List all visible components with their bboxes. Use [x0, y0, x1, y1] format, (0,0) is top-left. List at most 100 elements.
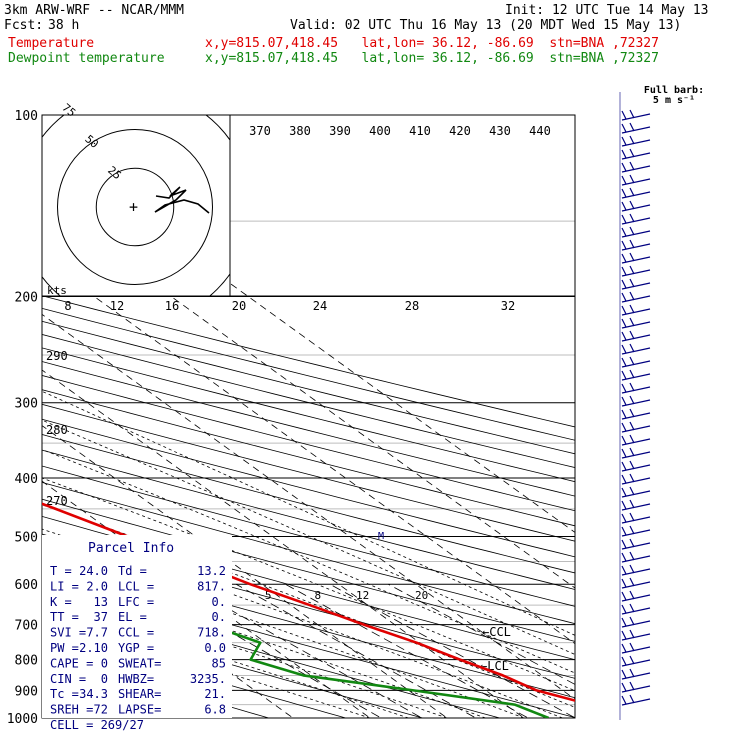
- wind-barb-feather: [621, 253, 627, 263]
- wind-barb-feather: [621, 214, 627, 224]
- wind-barb-feather: [621, 370, 627, 380]
- lcl-marker: ←LCL: [480, 659, 509, 673]
- mixing-ratio-label: 20: [415, 589, 428, 602]
- parcel-field-label: SVI =: [50, 626, 86, 640]
- parcel-field-label: Tc =: [50, 687, 79, 701]
- dry-adiabat-line: [42, 465, 575, 607]
- wind-barb-feather: [629, 668, 635, 678]
- parcel-field-value: 0.: [212, 595, 226, 609]
- parcel-field-label: YGP =: [118, 641, 154, 655]
- wind-barb: [621, 126, 651, 134]
- pressure-label: 300: [15, 397, 38, 412]
- parcel-field-value: 13: [94, 595, 108, 609]
- wind-barb-feather: [621, 188, 627, 198]
- wind-barb-feather: [629, 473, 635, 483]
- dewpoint-location: x,y=815.07,418.45 lat,lon= 36.12, -86.69…: [205, 51, 659, 66]
- wind-barb: [621, 620, 651, 628]
- hodograph-speed-label: 8: [64, 299, 71, 313]
- wind-barb: [621, 334, 651, 342]
- wind-barb-feather: [621, 448, 627, 458]
- dry-adiabat-line: [42, 515, 575, 661]
- parcel-field-label: LAPSE=: [118, 703, 161, 717]
- wind-barb-feather: [621, 318, 627, 328]
- wind-barb-feather: [629, 161, 635, 171]
- temperature-trace: [42, 502, 575, 702]
- wind-barb-feather: [629, 200, 635, 210]
- wind-barb-feather: [629, 265, 635, 275]
- dewpoint-trace: [42, 588, 550, 718]
- parcel-field-value: 72: [94, 703, 108, 717]
- parcel-field-value: 21.: [204, 687, 226, 701]
- wind-barb-feather: [629, 278, 635, 288]
- wind-barb-feather: [621, 630, 627, 640]
- moist-adiabat-line: [42, 528, 563, 718]
- wind-barb: [621, 178, 651, 186]
- wind-barb-feather: [621, 344, 627, 354]
- dry-adiabat-line: [42, 347, 575, 483]
- dry-adiabat-line: [42, 295, 575, 428]
- wind-barb: [621, 139, 651, 147]
- wind-barb: [621, 191, 651, 199]
- parcel-field-value: 0.0: [204, 641, 226, 655]
- parcel-field-label: SREH =: [50, 703, 93, 717]
- mixing-ratio-line: [285, 583, 529, 718]
- wind-barb-feather: [621, 617, 627, 627]
- wind-barb-feather: [621, 123, 627, 133]
- wind-barb: [621, 308, 651, 316]
- wind-barb-feather: [621, 292, 627, 302]
- wind-barb: [621, 282, 651, 290]
- theta-label: 430: [489, 124, 511, 138]
- theta-side-label: 290: [46, 349, 68, 363]
- pressure-label: 600: [15, 578, 38, 593]
- hodograph-origin: +: [129, 198, 138, 216]
- wind-barb: [621, 581, 651, 589]
- wind-barb-feather: [621, 396, 627, 406]
- wind-barb-feather: [629, 421, 635, 431]
- theta-label: 440: [529, 124, 551, 138]
- moist-adiabat-line: [42, 390, 575, 636]
- wind-barb: [621, 646, 651, 654]
- wind-barb: [621, 399, 651, 407]
- wind-barb-feather: [621, 279, 627, 289]
- wind-barb-feather: [629, 460, 635, 470]
- wind-barb: [621, 568, 651, 576]
- pressure-label: 1000: [7, 712, 38, 727]
- theta-label: 400: [369, 124, 391, 138]
- wind-barb-feather: [621, 240, 627, 250]
- wind-barb-feather: [629, 291, 635, 301]
- wind-barb: [621, 412, 651, 420]
- mixing-ratio-label: 5: [265, 589, 272, 602]
- wind-barb: [621, 243, 651, 251]
- parcel-field-label: CELL = 269/27: [50, 718, 144, 732]
- wind-barb-feather: [629, 577, 635, 587]
- parcel-field-label: PW =: [50, 641, 79, 655]
- dry-adiabat-line: [42, 333, 575, 468]
- wind-barb-feather: [629, 252, 635, 262]
- parcel-field-label: K =: [50, 595, 72, 609]
- pressure-label: 700: [15, 619, 38, 634]
- parcel-field-value: 2.0: [86, 579, 108, 593]
- wind-barb-feather: [621, 136, 627, 146]
- wind-barb: [621, 464, 651, 472]
- parcel-field-label: CIN =: [50, 672, 86, 686]
- mixing-ratio-label: 12: [356, 589, 369, 602]
- parcel-field-value: 85: [212, 656, 226, 670]
- wind-barb-feather: [621, 227, 627, 237]
- theta-label: 420: [449, 124, 471, 138]
- parcel-field-value: 0: [101, 656, 108, 670]
- wind-barb-feather: [621, 422, 627, 432]
- wind-barb: [621, 386, 651, 394]
- wind-barb: [621, 594, 651, 602]
- wind-barb-feather: [629, 655, 635, 665]
- mixing-ratio-line: [329, 583, 575, 718]
- parcel-field-label: LI =: [50, 579, 79, 593]
- wind-barb-feather: [629, 681, 635, 691]
- parcel-field-value: 2.10: [79, 641, 108, 655]
- moist-adiabat-line: [42, 601, 409, 718]
- wind-barb: [621, 230, 651, 238]
- moist-adiabat-line: [42, 477, 575, 692]
- mixing-ratio-line: [184, 583, 423, 718]
- parcel-title: Parcel Info: [88, 541, 174, 556]
- wind-barb-feather: [621, 435, 627, 445]
- wind-barb-feather: [629, 603, 635, 613]
